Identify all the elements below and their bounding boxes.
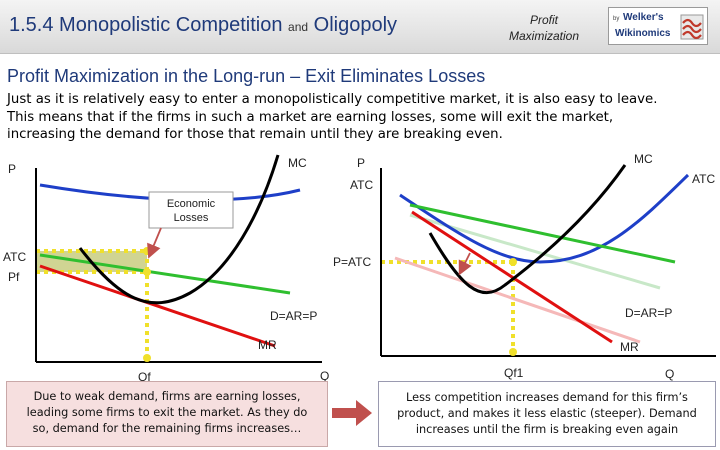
header-topic-line1: Profit — [529, 13, 558, 27]
callout-line2: Losses — [174, 212, 209, 224]
left-caption-line2: leading some firms to exit the market. A… — [26, 406, 308, 419]
left-qf-label: Qf — [138, 370, 151, 384]
wikinomics-logo: by Welker's Wikinomics — [608, 7, 708, 45]
left-qf-point — [143, 354, 151, 362]
right-atc-axis-label: ATC — [350, 178, 373, 192]
left-demand-line — [39, 253, 291, 295]
left-mc-label: MC — [288, 156, 307, 170]
left-mc-curve — [78, 154, 280, 305]
right-y-label: P — [357, 156, 365, 170]
right-q1-label: Qf1 — [504, 366, 524, 380]
paragraph-line1: Just as it is relatively easy to enter a… — [7, 92, 658, 107]
title-and: and — [288, 20, 309, 34]
title-part1: 1.5.4 Monopolistic Competition — [9, 14, 283, 36]
logo-name1: Welker's — [623, 12, 664, 23]
title-part2: Oligopoly — [313, 14, 398, 36]
left-graph: Economic Losses P MC ATC Pf D=AR=P MR Qf… — [3, 154, 329, 384]
left-caption-line1: Due to weak demand, firms are earning lo… — [33, 390, 301, 403]
logo-wave-icon — [680, 14, 704, 40]
logo-by: by — [613, 16, 620, 22]
right-caption-line3: increases until the firm is breaking eve… — [415, 423, 679, 436]
right-demand-line — [409, 203, 676, 264]
intro-paragraph: Just as it is relatively easy to enter a… — [7, 91, 715, 144]
left-mr-line — [39, 264, 276, 348]
header-title: 1.5.4 Monopolistic Competition and Oligo… — [9, 14, 397, 37]
left-demand-point — [143, 268, 151, 276]
right-graph: P ATC MC ATC P=ATC D=AR=P MR Qf1 Q — [333, 152, 716, 381]
left-caption-line3: so, demand for the remaining firms incre… — [32, 422, 302, 435]
paragraph-line3: increasing the demand for those that rem… — [7, 127, 503, 142]
left-pf-label: Pf — [8, 270, 20, 284]
right-p-atc-label: P=ATC — [333, 255, 371, 269]
right-atc-label: ATC — [692, 172, 715, 186]
right-demand-label: D=AR=P — [625, 306, 672, 320]
right-x-label: Q — [665, 367, 674, 381]
right-mc-label: MC — [634, 152, 653, 166]
callout-arrow — [147, 227, 162, 259]
right-caption-line1: Less competition increases demand for th… — [406, 391, 688, 404]
header-bar: 1.5.4 Monopolistic Competition and Oligo… — [0, 0, 720, 54]
paragraph-line2: This means that if the firms in such a m… — [7, 109, 614, 125]
right-caption-line2: product, and makes it less elastic (stee… — [397, 407, 697, 420]
callout-line1: Economic — [167, 198, 216, 210]
right-shift-arrow — [458, 252, 472, 276]
right-mr-line — [411, 210, 613, 344]
logo-name2: Wikinomics — [615, 28, 671, 39]
left-mr-label: MR — [258, 338, 277, 352]
left-atc-axis-label: ATC — [3, 250, 26, 264]
left-caption: Due to weak demand, firms are earning lo… — [6, 381, 328, 447]
right-atc-curve — [399, 173, 690, 264]
caption-arrow-icon — [332, 400, 372, 426]
right-mc-curve — [428, 164, 627, 295]
right-q1-point — [509, 348, 517, 356]
header-topic: Profit Maximization — [494, 12, 594, 44]
right-caption: Less competition increases demand for th… — [378, 381, 716, 447]
left-atc-point — [143, 247, 151, 255]
left-x-label: Q — [320, 369, 329, 383]
right-mr-label: MR — [620, 340, 639, 354]
left-demand-label: D=AR=P — [270, 309, 317, 323]
header-topic-line2: Maximization — [508, 29, 580, 43]
left-y-label: P — [8, 162, 16, 176]
right-tangency-point — [509, 258, 517, 266]
right-old-mr-line — [394, 256, 641, 344]
slide-subtitle: Profit Maximization in the Long-run – Ex… — [7, 66, 486, 86]
losses-callout-box — [148, 191, 234, 229]
